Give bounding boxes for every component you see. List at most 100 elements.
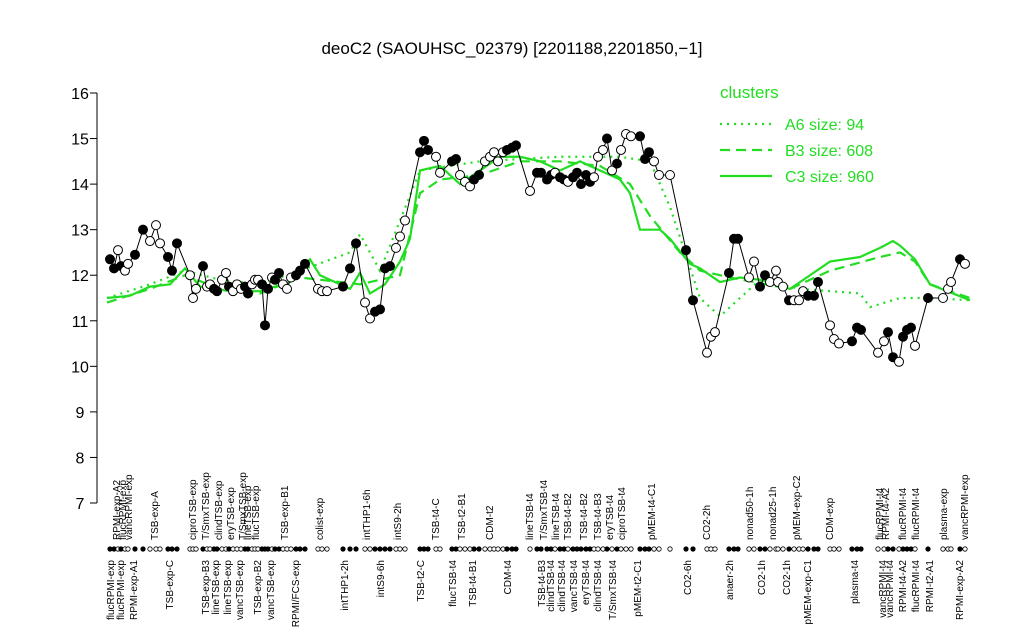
- data-point: [938, 293, 948, 303]
- chart-title: deoC2 (SAOUHSC_02379) [2201188,2201850,−…: [321, 39, 702, 58]
- sample-dot: [302, 546, 308, 552]
- x-label-top: T/SmxTSB-exp: [201, 472, 212, 540]
- sample-dot: [791, 546, 797, 552]
- sample-dot: [288, 546, 294, 552]
- x-label-bottom: TSB-exp-B2: [253, 560, 264, 615]
- x-label-top: TSB-t2-B1: [457, 493, 468, 540]
- data-point: [879, 336, 889, 347]
- data-point: [960, 258, 970, 269]
- data-point: [395, 231, 405, 242]
- sample-dot: [646, 546, 652, 552]
- data-point: [688, 295, 698, 306]
- data-point: [572, 167, 582, 178]
- sample-dot: [457, 546, 463, 552]
- x-label-top: pMEM-exp-C2: [792, 475, 803, 540]
- sample-dot: [890, 546, 896, 552]
- x-label-top: ciproTSB-t4: [617, 487, 628, 540]
- x-label-bottom: clindTSB-t4: [557, 560, 568, 612]
- data-point: [755, 281, 765, 292]
- data-point: [419, 135, 429, 146]
- x-label-bottom: RPMI-t2-A1: [925, 560, 936, 613]
- x-label-bottom: vancTSB-exp: [266, 560, 277, 620]
- data-point: [345, 263, 355, 274]
- sample-dot: [353, 546, 359, 552]
- data-point: [145, 236, 155, 247]
- sample-dot: [340, 546, 346, 552]
- sample-dot: [513, 546, 519, 552]
- data-point: [511, 140, 521, 151]
- data-point: [489, 147, 499, 158]
- data-point: [300, 258, 310, 269]
- x-label-bottom: CO2-1h: [757, 560, 768, 595]
- sample-dot: [609, 546, 615, 552]
- x-label-top: nonad25-1h: [768, 487, 779, 540]
- sample-dot: [815, 546, 821, 552]
- data-point: [400, 215, 410, 226]
- x-label-top: pMEM-t4-C1: [647, 483, 658, 540]
- x-label-top: TSB-exp-B1: [280, 485, 291, 540]
- data-point: [113, 245, 123, 256]
- y-tick-label: 15: [71, 132, 89, 149]
- x-label-top: TSB-t4-B2: [579, 493, 590, 540]
- sample-dot: [726, 546, 732, 552]
- data-point: [644, 147, 654, 158]
- x-label-top: TSB-t4-C: [431, 498, 442, 540]
- sample-dot: [767, 546, 773, 552]
- data-point: [431, 151, 441, 162]
- data-point: [163, 252, 173, 262]
- data-point: [923, 293, 933, 303]
- x-label-bottom: intS9-6h: [376, 560, 387, 597]
- data-point: [635, 131, 645, 142]
- sample-dot: [962, 546, 968, 552]
- sample-dot: [174, 546, 180, 552]
- data-point: [576, 179, 586, 190]
- sample-dot: [762, 546, 768, 552]
- x-label-bottom: RPMI-exp-A2: [955, 560, 966, 620]
- data-point: [612, 158, 622, 169]
- sample-dot: [495, 546, 501, 552]
- sample-dot: [595, 546, 601, 552]
- data-point: [813, 277, 823, 288]
- sample-dot: [565, 546, 571, 552]
- data-point: [602, 133, 612, 144]
- data-point: [710, 327, 720, 338]
- x-label-bottom: CO2-1h: [782, 560, 793, 595]
- sample-dot: [476, 546, 482, 552]
- legend-label: B3 size: 608: [785, 143, 873, 160]
- sample-dot: [667, 546, 673, 552]
- sample-dot: [437, 546, 443, 552]
- x-label-bottom: vancRPMI-t4: [885, 560, 896, 618]
- x-label-top: RPMI-exp-A2: [112, 480, 123, 540]
- data-point: [274, 267, 284, 278]
- x-label-top: TSB-t4-B3: [593, 493, 604, 540]
- data-point: [172, 238, 182, 249]
- data-point: [130, 249, 140, 260]
- data-point: [536, 167, 546, 178]
- x-label-bottom: flucRPMI-exp: [116, 560, 127, 620]
- x-label-top: vancRPMI-exp: [124, 474, 135, 540]
- data-point: [167, 265, 177, 276]
- data-point: [681, 245, 691, 256]
- cluster-line: [106, 155, 971, 318]
- x-label-bottom: RPMI-t4-A2: [898, 560, 909, 613]
- sample-dot: [786, 546, 792, 552]
- x-label-bottom: TSB-t4-B1: [468, 560, 479, 607]
- data-point: [155, 238, 165, 249]
- data-point: [744, 272, 754, 283]
- x-label-top: flucRPMI-t4: [898, 487, 909, 540]
- x-label-top: CO2-2h: [702, 505, 713, 540]
- x-label-top: flucRPMI-t4: [875, 487, 886, 540]
- data-point: [724, 267, 734, 278]
- sample-dot: [875, 546, 881, 552]
- x-label-bottom: TSB-exp-C: [165, 560, 176, 609]
- data-point: [474, 170, 484, 180]
- x-label-top: nonad50-1h: [745, 487, 756, 540]
- data-point: [589, 172, 599, 183]
- sample-dot: [948, 546, 954, 552]
- sample-dot: [471, 546, 477, 552]
- sample-dot: [836, 546, 842, 552]
- x-label-top: ciproTSB-exp: [188, 479, 199, 540]
- y-tick-label: 8: [76, 450, 85, 467]
- data-point: [607, 165, 617, 176]
- data-point: [243, 288, 253, 299]
